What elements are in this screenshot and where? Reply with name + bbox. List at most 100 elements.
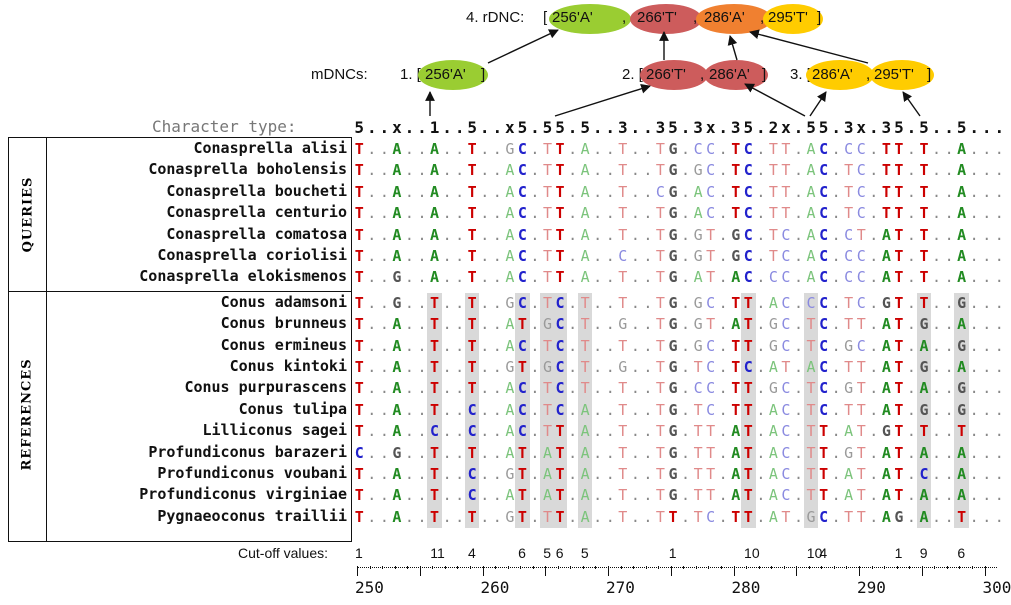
- nucleotide-cell: G: [668, 422, 678, 441]
- nucleotide-cell: T: [618, 507, 628, 526]
- nucleotide-cell: .: [367, 336, 377, 355]
- nucleotide-cell: T: [542, 204, 553, 223]
- nucleotide-cell: .: [593, 443, 603, 462]
- nucleotide-cell: .: [756, 379, 766, 398]
- nucleotide-cell: .: [605, 182, 615, 201]
- nucleotide-cell: T: [806, 486, 816, 505]
- nucleotide-cell: T: [517, 358, 527, 376]
- nucleotide-cell: .: [630, 486, 640, 505]
- nucleotide-cell: .: [932, 400, 942, 419]
- nucleotide-cell: .: [869, 268, 879, 287]
- nucleotide-cell: C: [706, 204, 716, 223]
- nucleotide-cell: .: [442, 293, 452, 312]
- nucleotide-cell: T: [354, 140, 364, 158]
- nucleotide-cell: T: [706, 225, 716, 244]
- character-type-cell: 5: [517, 118, 528, 137]
- nucleotide-cell: .: [969, 161, 979, 180]
- nucleotide-cell: T: [894, 268, 904, 287]
- nucleotide-cell: .: [681, 358, 691, 376]
- nucleotide-cell: C: [819, 315, 829, 334]
- highlight-cell: [515, 506, 530, 529]
- nucleotide-cell: C: [467, 400, 477, 419]
- nucleotide-cell: .: [404, 443, 414, 462]
- nucleotide-cell: C: [856, 182, 866, 201]
- nucleotide-cell: T: [743, 315, 753, 334]
- nucleotide-cell: T: [856, 315, 866, 334]
- nucleotide-cell: G: [693, 293, 703, 312]
- axis-minor-tick: [407, 566, 409, 569]
- nucleotide-cell: .: [442, 182, 452, 201]
- nucleotide-cell: .: [630, 225, 640, 244]
- nucleotide-cell: .: [404, 315, 414, 334]
- nucleotide-cell: T: [806, 465, 816, 483]
- nucleotide-cell: A: [580, 140, 590, 158]
- nucleotide-cell: .: [367, 247, 377, 265]
- nucleotide-cell: .: [869, 315, 879, 334]
- nucleotide-cell: .: [994, 486, 1004, 505]
- nucleotide-cell: T: [781, 204, 791, 223]
- nucleotide-cell: A: [505, 315, 515, 334]
- nucleotide-cell: .: [756, 293, 766, 312]
- nucleotide-cell: T: [618, 400, 628, 419]
- nucleotide-cell: T: [555, 268, 565, 287]
- nucleotide-cell: G: [693, 161, 703, 180]
- nucleotide-cell: .: [404, 336, 414, 355]
- position-axis: 250 260 270 280 290 300: [0, 566, 1011, 605]
- nucleotide-cell: T: [881, 140, 891, 158]
- highlight-cell: [427, 485, 442, 507]
- nucleotide-cell: T: [354, 293, 364, 312]
- nucleotide-cell: A: [731, 486, 741, 505]
- nucleotide-cell: .: [643, 225, 653, 244]
- nucleotide-cell: .: [969, 465, 979, 483]
- nucleotide-cell: T: [430, 293, 440, 312]
- nucleotide-cell: A: [881, 507, 891, 526]
- nucleotide-cell: .: [530, 486, 540, 505]
- nucleotide-cell: T: [430, 465, 440, 483]
- nucleotide-cell: G: [731, 247, 741, 265]
- nucleotide-cell: .: [630, 293, 640, 312]
- nucleotide-cell: T: [655, 315, 665, 334]
- nucleotide-cell: A: [505, 486, 515, 505]
- nucleotide-cell: .: [718, 443, 728, 462]
- frame-left: [8, 137, 9, 542]
- nucleotide-cell: G: [919, 400, 929, 419]
- nucleotide-cell: T: [856, 358, 866, 376]
- nucleotide-cell: C: [856, 204, 866, 223]
- nucleotide-cell: T: [467, 140, 477, 158]
- nucleotide-cell: C: [856, 336, 866, 355]
- rdnc-open-bracket: [: [543, 9, 548, 26]
- axis-minor-tick: [394, 566, 396, 569]
- nucleotide-cell: A: [768, 422, 778, 441]
- nucleotide-cell: .: [379, 204, 389, 223]
- highlight-cell: [427, 314, 442, 336]
- nucleotide-cell: .: [455, 465, 465, 483]
- highlight-cell: [741, 506, 756, 529]
- nucleotide-cell: T: [655, 486, 665, 505]
- nucleotide-cell: .: [756, 465, 766, 483]
- character-type-cell: .: [442, 118, 452, 137]
- rdnc-sep-3: ,: [760, 9, 764, 26]
- nucleotide-cell: A: [542, 486, 553, 505]
- nucleotide-cell: T: [706, 443, 716, 462]
- nucleotide-cell: T: [354, 161, 364, 180]
- highlight-cell: [803, 464, 819, 486]
- nucleotide-cell: C: [517, 161, 527, 180]
- highlight-cell: [916, 335, 932, 357]
- nucleotide-cell: T: [354, 182, 364, 201]
- highlight-cell: [464, 506, 480, 529]
- nucleotide-cell: A: [731, 268, 741, 287]
- nucleotide-cell: T: [706, 465, 716, 483]
- nucleotide-cell: T: [467, 182, 477, 201]
- species-name: Profundiconus barazeri: [148, 442, 347, 461]
- nucleotide-cell: .: [593, 161, 603, 180]
- nucleotide-cell: .: [367, 422, 377, 441]
- nucleotide-cell: A: [392, 225, 402, 244]
- nucleotide-cell: T: [844, 293, 854, 312]
- nucleotide-cell: .: [530, 293, 540, 312]
- species-name: Conus adamsoni: [220, 292, 347, 311]
- arrow-m2-to-rdnc-286: [727, 35, 738, 61]
- nucleotide-cell: .: [756, 486, 766, 505]
- nucleotide-cell: C: [743, 204, 753, 223]
- highlight-cell: [803, 357, 819, 379]
- nucleotide-cell: C: [354, 443, 364, 462]
